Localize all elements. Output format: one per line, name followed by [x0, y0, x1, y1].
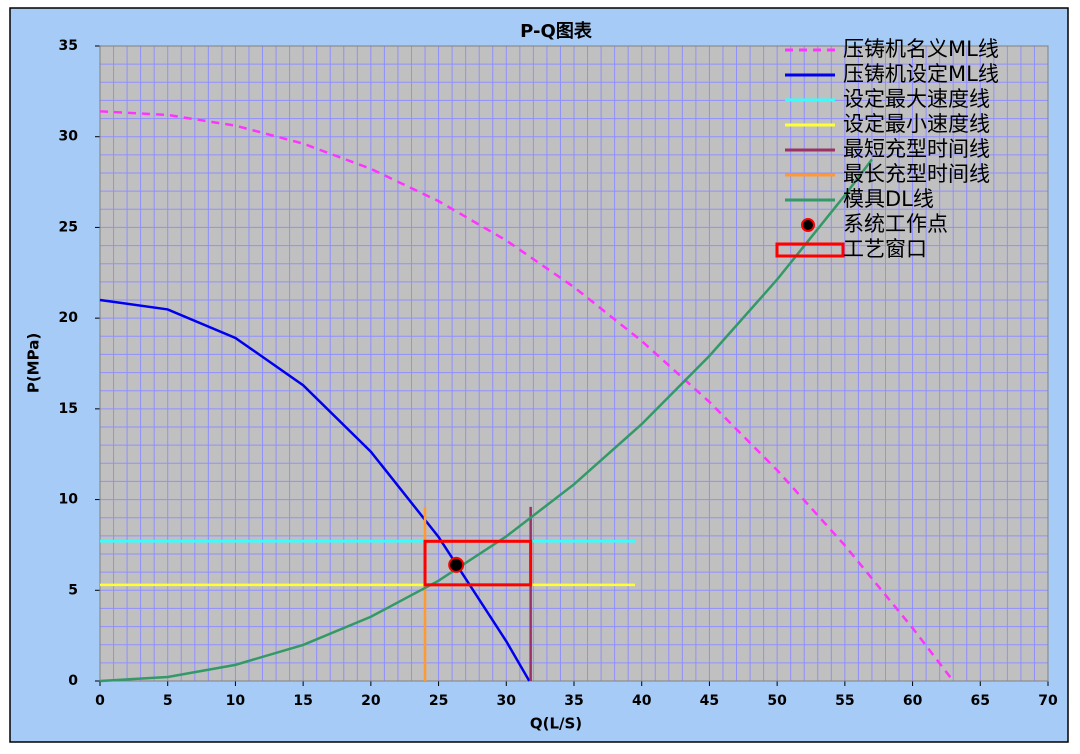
y-tick-label: 15: [59, 401, 78, 417]
legend-label: 设定最大速度线: [843, 87, 990, 111]
x-tick-label: 35: [564, 693, 583, 709]
legend-marker: [801, 218, 815, 232]
x-tick-label: 65: [971, 693, 990, 709]
x-axis-label: Q(L/S): [530, 715, 582, 733]
chart-title: P-Q图表: [520, 20, 593, 42]
x-tick-label: 10: [226, 693, 246, 709]
legend-label: 最短充型时间线: [843, 137, 990, 161]
legend-label: 最长充型时间线: [843, 162, 990, 186]
data-line: [99, 110, 955, 682]
y-tick-label: 35: [59, 38, 78, 54]
y-tick-label: 0: [68, 673, 78, 689]
x-tick-label: 0: [95, 693, 105, 709]
legend-label: 模具DL线: [843, 187, 934, 211]
y-tick-label: 30: [59, 129, 79, 145]
x-tick-label: 40: [632, 693, 652, 709]
y-axis-label: P(MPa): [25, 333, 43, 393]
legend-label: 系统工作点: [843, 212, 948, 236]
x-tick-label: 70: [1038, 693, 1058, 709]
data-line: [99, 298, 531, 682]
x-tick-label: 5: [163, 693, 173, 709]
y-tick-label: 5: [68, 582, 78, 598]
x-tick-label: 20: [361, 693, 381, 709]
process-window: [423, 539, 533, 587]
x-tick-label: 45: [700, 693, 719, 709]
legend-label: 工艺窗口: [843, 237, 927, 261]
x-tick-label: 30: [497, 693, 517, 709]
legend-marker: [775, 242, 845, 258]
grid: [99, 45, 1049, 682]
data-line: [99, 158, 873, 683]
legend-label: 压铸机名义ML线: [843, 37, 999, 61]
y-tick-label: 20: [59, 310, 79, 326]
x-tick-label: 60: [903, 693, 923, 709]
x-tick-label: 25: [429, 693, 448, 709]
legend-label: 压铸机设定ML线: [843, 62, 999, 86]
y-tick-label: 10: [59, 492, 79, 508]
x-tick-label: 15: [293, 693, 312, 709]
legend-label: 设定最小速度线: [843, 112, 990, 136]
x-tick-label: 50: [767, 693, 787, 709]
work-point: [448, 556, 465, 573]
plot-frame: [99, 45, 1049, 682]
y-tick-label: 25: [59, 219, 78, 235]
x-tick-label: 55: [835, 693, 854, 709]
